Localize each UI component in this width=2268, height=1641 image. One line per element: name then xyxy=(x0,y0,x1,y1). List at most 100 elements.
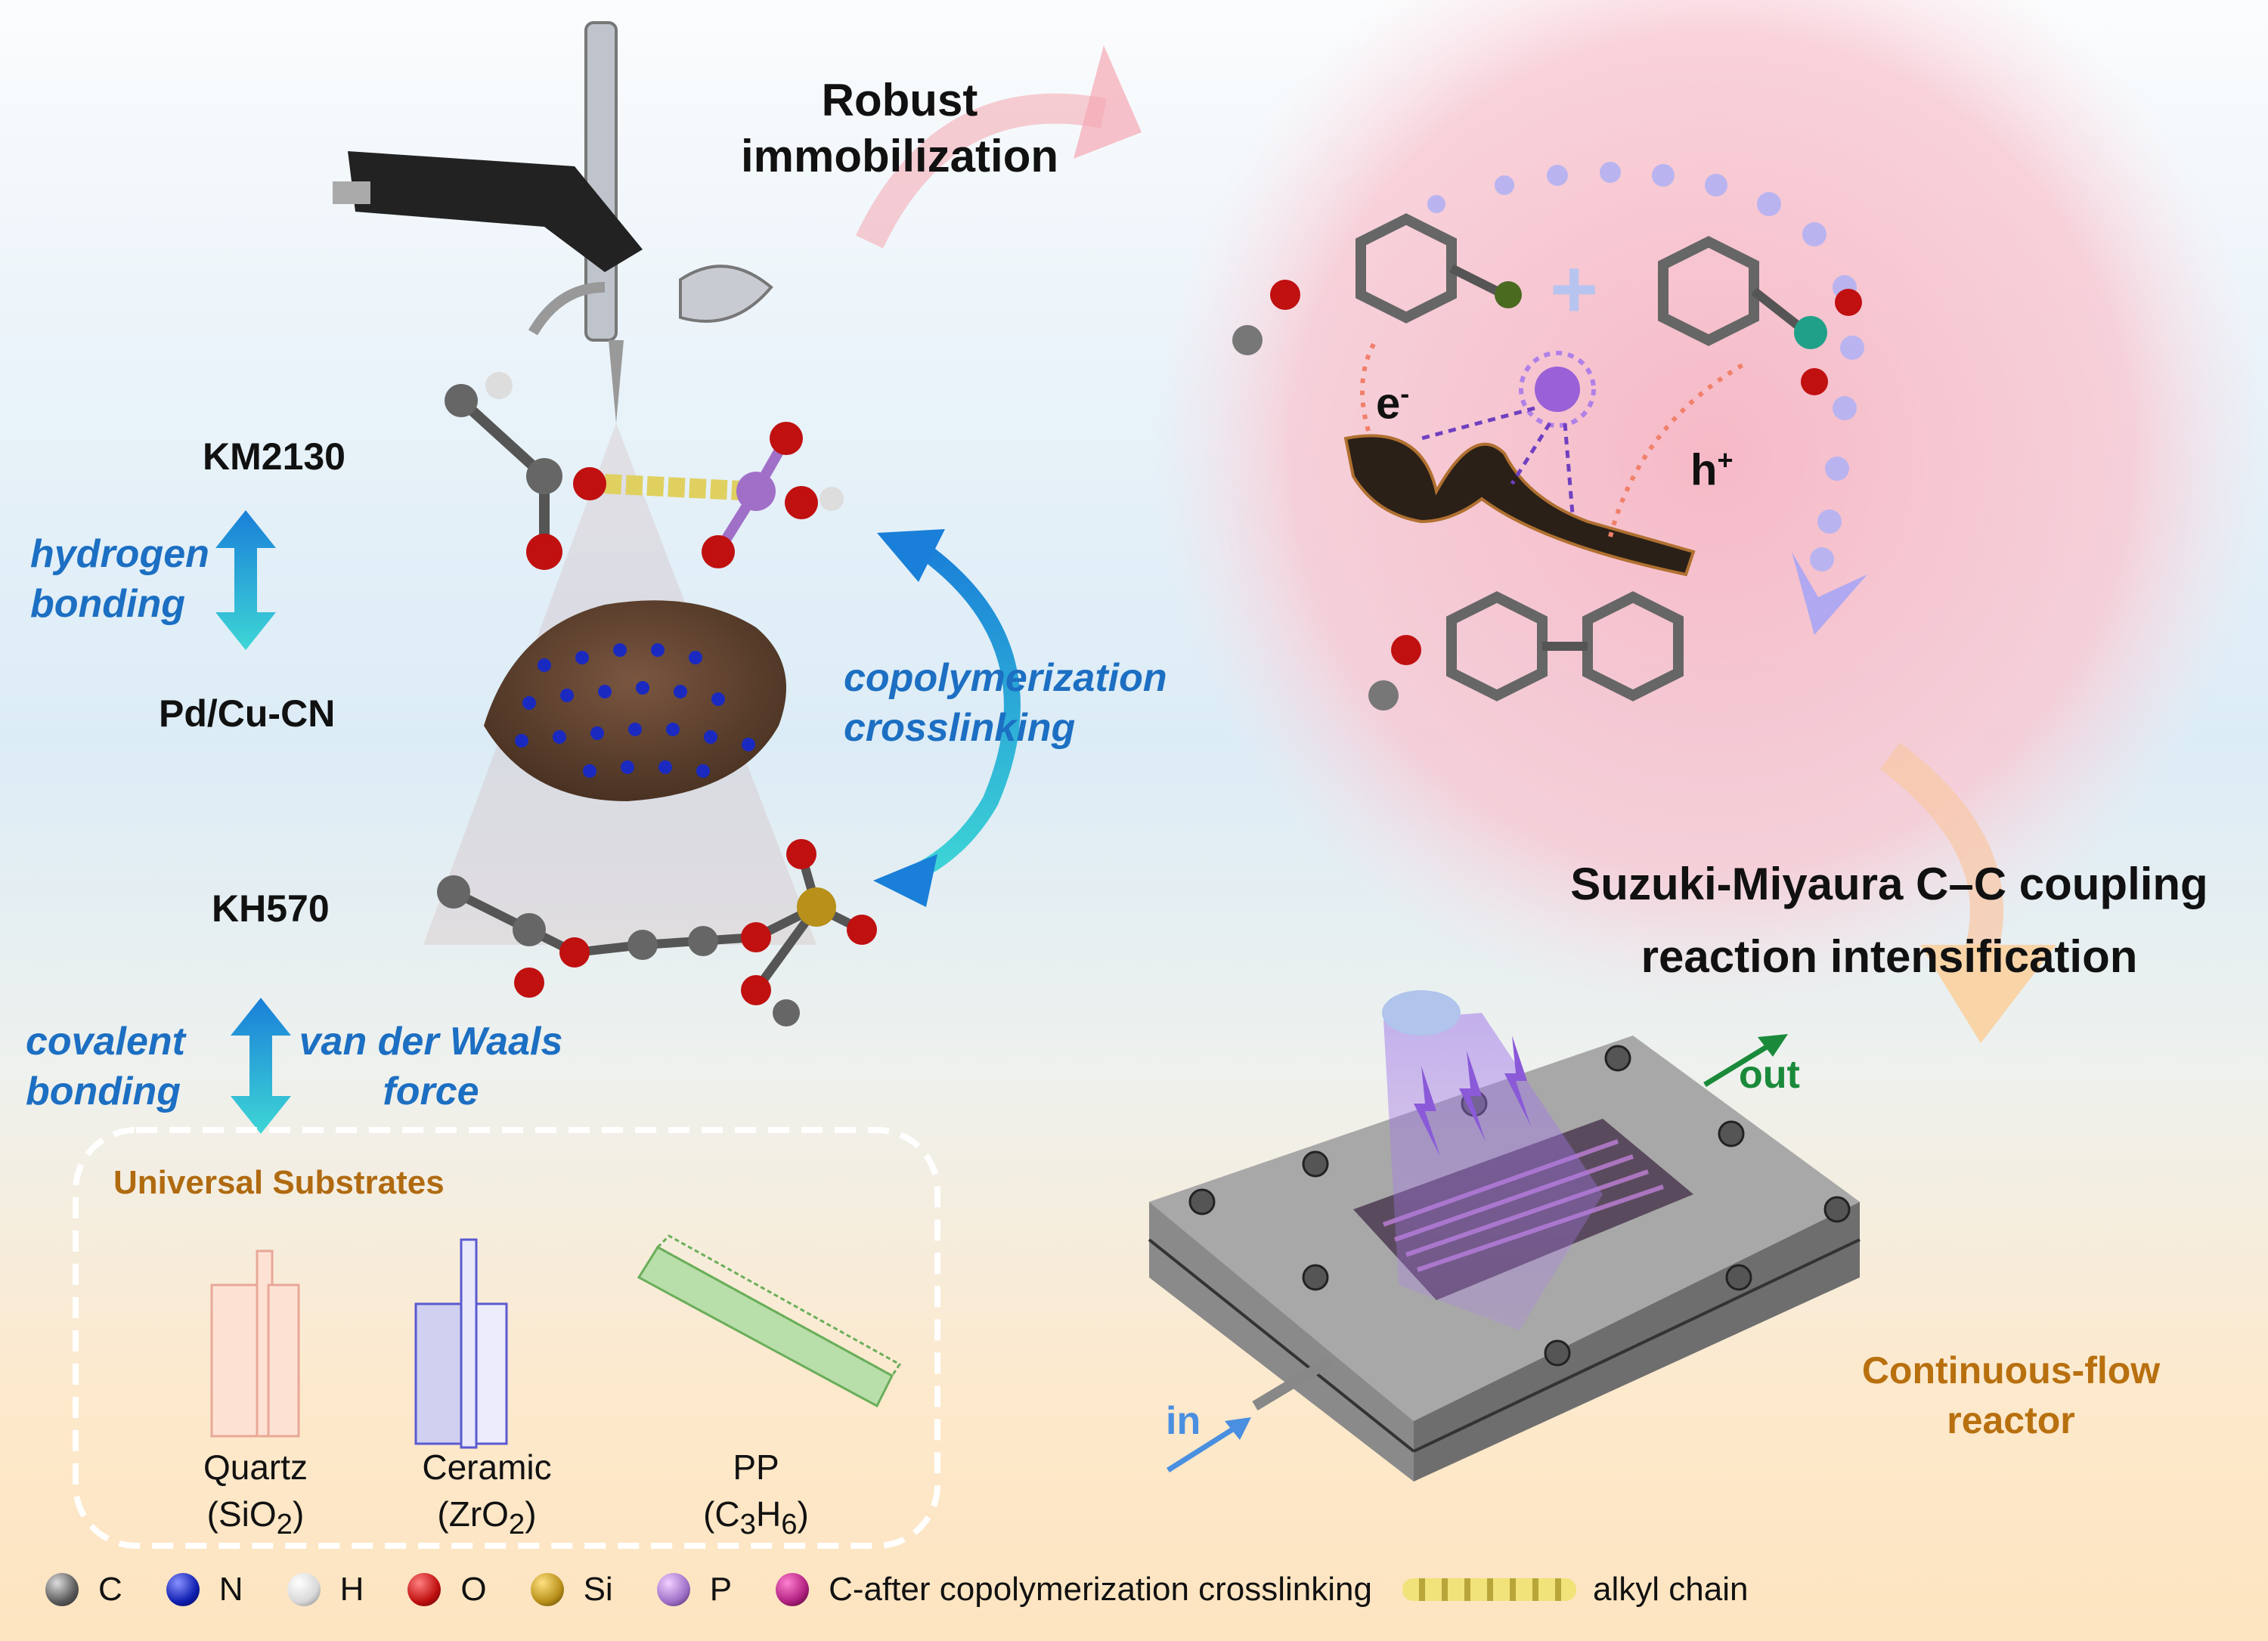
photocatalysis-glow xyxy=(1153,0,2268,1013)
charge-transfer-arrows xyxy=(1360,339,1748,537)
biphenyl-product-molecule xyxy=(1368,591,1684,711)
curved-double-arrow xyxy=(873,529,1021,907)
hole-symbol: h xyxy=(1690,445,1718,495)
airbrush-icon xyxy=(333,21,773,423)
formula-subscript: 6 xyxy=(781,1508,798,1541)
kh570-label: KH570 xyxy=(212,887,330,930)
legend-h-label: H xyxy=(339,1571,364,1608)
formula-part: ) xyxy=(525,1494,537,1534)
ceramic-formula: (ZrO2) xyxy=(396,1491,578,1548)
uv-lamp-icon xyxy=(1382,990,1461,1036)
light-rays-icon xyxy=(1519,351,1596,428)
electron-charge: - xyxy=(1400,378,1410,409)
km2130-label: KM2130 xyxy=(203,435,345,478)
formula-part: (C xyxy=(703,1494,740,1534)
arrow-head-top xyxy=(1074,45,1142,159)
formula-part: ) xyxy=(293,1494,305,1534)
quartz-substrate-icon xyxy=(210,1249,300,1438)
pp-label: PP (C3H6) xyxy=(665,1444,847,1548)
legend-si-label: Si xyxy=(583,1571,613,1608)
legend-alkyl-chain-label: alkyl chain xyxy=(1593,1571,1749,1608)
legend-c-swatch xyxy=(45,1573,79,1606)
universal-substrates-title: Universal Substrates xyxy=(113,1164,445,1201)
hydrogen-bonding-label: hydrogen bonding xyxy=(30,529,209,629)
substrates-box xyxy=(73,1127,940,1549)
formula-subscript: 2 xyxy=(508,1508,525,1541)
legend-n-swatch xyxy=(166,1573,200,1606)
formula-part: (ZrO xyxy=(437,1494,509,1534)
curved-arrow-top xyxy=(855,93,1107,249)
force-line: force xyxy=(383,1070,479,1113)
double-arrow-hydrogen xyxy=(215,510,276,650)
double-arrow-covalent xyxy=(231,998,291,1134)
copolymerization-crosslinking-label: copolymerization crosslinking xyxy=(844,653,1167,753)
legend-o-swatch xyxy=(407,1573,442,1606)
legend: C N H O Si P C-after copolymerization cr… xyxy=(45,1571,1792,1608)
legend-p-label: P xyxy=(709,1571,733,1608)
pp-substrate-icon xyxy=(637,1234,902,1408)
light-source-icon xyxy=(1535,367,1580,412)
dotted-arc xyxy=(1427,162,1864,571)
legend-p-swatch xyxy=(656,1573,690,1606)
kh570-molecule xyxy=(437,839,877,1026)
legend-h-swatch xyxy=(287,1573,321,1606)
hole-charge: + xyxy=(1717,444,1734,475)
boronic-acid-molecule xyxy=(1658,236,1862,395)
aryl-halide-molecule xyxy=(1232,213,1522,355)
out-arrow xyxy=(1703,1034,1788,1087)
robust-line: Robust xyxy=(821,75,978,125)
pdcu-cn-label: Pd/Cu-CN xyxy=(159,692,336,735)
quartz-name: Quartz xyxy=(203,1447,308,1487)
in-arrow xyxy=(1167,1417,1251,1472)
van-der-waals-label: van der Waals force xyxy=(287,1017,575,1116)
quartz-formula: (SiO2) xyxy=(165,1491,346,1548)
suzuki-line2: reaction intensification xyxy=(1641,931,2138,982)
ceramic-name: Ceramic xyxy=(422,1447,552,1487)
formula-part: H xyxy=(755,1494,782,1534)
ceramic-substrate-icon xyxy=(414,1238,508,1449)
km2130-molecule xyxy=(445,372,844,570)
pdcu-cn-particle xyxy=(484,600,786,801)
suzuki-title: Suzuki-Miyaura C–C coupling reaction int… xyxy=(1511,848,2267,993)
legend-si-swatch xyxy=(530,1573,564,1606)
arrow-head-right xyxy=(1920,945,2056,1043)
ceramic-label: Ceramic (ZrO2) xyxy=(396,1444,578,1548)
electron-label: e- xyxy=(1376,378,1409,429)
hydrogen-line: hydrogen xyxy=(30,532,209,576)
reactor-label: Continuous-flow reactor xyxy=(1784,1345,2238,1445)
legend-o-label: O xyxy=(460,1571,487,1608)
bonding-line: bonding xyxy=(26,1070,181,1113)
continuous-flow-line: Continuous-flow xyxy=(1861,1349,2161,1392)
curved-arrow-right xyxy=(1879,742,2003,958)
quartz-label: Quartz (SiO2) xyxy=(165,1444,346,1548)
hole-label: h+ xyxy=(1690,444,1733,495)
reactor-line: reactor xyxy=(1947,1399,2075,1441)
formula-part: (SiO xyxy=(206,1494,277,1534)
pp-formula: (C3H6) xyxy=(665,1491,847,1548)
van-der-waals-line: van der Waals xyxy=(299,1020,563,1064)
formula-part: ) xyxy=(797,1494,809,1534)
uv-light-beam xyxy=(1383,1013,1603,1330)
suzuki-line1: Suzuki-Miyaura C–C coupling xyxy=(1570,859,2208,909)
lightning-icons xyxy=(1414,1036,1531,1156)
plus-sign: + xyxy=(1550,243,1598,336)
immobilization-line: immobilization xyxy=(741,131,1058,181)
covalent-line: covalent xyxy=(26,1020,185,1064)
legend-n-label: N xyxy=(218,1571,243,1608)
photon-arrows xyxy=(1421,406,1575,515)
catalyst-ribbon xyxy=(1343,434,1696,577)
legend-c-crosslinked-label: C-after copolymerization crosslinking xyxy=(829,1571,1372,1608)
legend-c-crosslinked-swatch xyxy=(776,1573,810,1606)
bonding-line: bonding xyxy=(30,582,186,626)
legend-alkyl-chain-swatch xyxy=(1402,1578,1576,1601)
robust-immobilization-label: Robust immobilization xyxy=(711,73,1089,184)
copolymerization-line: copolymerization xyxy=(844,656,1167,700)
outlet-label: out xyxy=(1739,1053,1800,1097)
formula-subscript: 2 xyxy=(276,1508,293,1541)
arc-arrow-head xyxy=(1792,552,1867,635)
inlet-label: in xyxy=(1166,1399,1201,1443)
covalent-bonding-label: covalent bonding xyxy=(26,1017,185,1116)
legend-c-label: C xyxy=(98,1571,122,1608)
